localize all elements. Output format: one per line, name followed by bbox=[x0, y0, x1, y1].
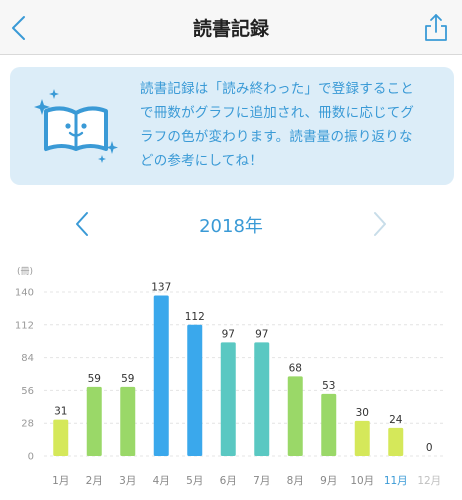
bar-11月 bbox=[388, 427, 404, 456]
data-label: 68 bbox=[289, 362, 302, 374]
data-label: 59 bbox=[88, 373, 101, 385]
info-line: どの参考にしてね！ bbox=[140, 153, 263, 169]
year-label: 2018年 bbox=[199, 216, 263, 237]
previous-year-button[interactable] bbox=[70, 209, 96, 239]
data-label: 24 bbox=[389, 414, 403, 426]
info-card: 読書記録は「読み終わった」で登録すること で冊数がグラフに追加され、冊数に応じて… bbox=[10, 67, 454, 185]
smiling-book-icon bbox=[32, 83, 124, 167]
y-tick-label: 112 bbox=[15, 320, 34, 331]
x-tick-label: 3月 bbox=[119, 475, 136, 487]
y-unit-label: (冊) bbox=[17, 266, 33, 277]
next-year-button[interactable] bbox=[366, 209, 392, 239]
x-tick-label: 9月 bbox=[320, 475, 337, 487]
data-label: 97 bbox=[222, 328, 235, 340]
info-description: 読書記録は「読み終わった」で登録すること で冊数がグラフに追加され、冊数に応じて… bbox=[140, 77, 446, 173]
bar-2月 bbox=[86, 386, 102, 456]
bar-8月 bbox=[287, 376, 303, 456]
bar-1月 bbox=[53, 419, 69, 456]
data-label: 30 bbox=[356, 407, 369, 419]
bar-4月 bbox=[153, 295, 169, 456]
year-navigator: 2018年 bbox=[0, 205, 462, 243]
y-tick-label: 28 bbox=[21, 419, 34, 430]
data-label: 0 bbox=[426, 442, 433, 454]
x-tick-label: 4月 bbox=[153, 475, 170, 487]
page-title: 読書記録 bbox=[192, 18, 269, 40]
y-tick-label: 140 bbox=[15, 288, 34, 299]
share-button[interactable] bbox=[422, 12, 450, 42]
bar-9月 bbox=[321, 393, 337, 456]
bar-3月 bbox=[120, 386, 136, 456]
navigation-bar: 読書記録 bbox=[0, 0, 462, 55]
data-label: 112 bbox=[185, 311, 205, 323]
x-tick-label: 1月 bbox=[52, 475, 69, 487]
share-icon bbox=[425, 14, 447, 41]
monthly-reading-chart: (冊) 0 28 56 84 112 140 31 1月 59 2月 59 3月 137 4月 112 5月 97… bbox=[15, 266, 446, 487]
x-tick-label: 2月 bbox=[86, 475, 103, 487]
data-label: 97 bbox=[255, 328, 268, 340]
x-tick-label: 12月 bbox=[417, 475, 441, 487]
data-label: 31 bbox=[54, 406, 67, 418]
bar-6月 bbox=[220, 342, 236, 456]
x-tick-label: 6月 bbox=[220, 475, 237, 487]
x-tick-label: 8月 bbox=[287, 475, 304, 487]
chevron-right-icon bbox=[374, 212, 386, 236]
data-label: 137 bbox=[151, 282, 171, 294]
chevron-left-icon bbox=[12, 16, 25, 40]
info-line: で冊数がグラフに追加され、冊数に応じてグ bbox=[140, 105, 415, 121]
data-label: 53 bbox=[322, 380, 335, 392]
chevron-left-icon bbox=[76, 212, 88, 236]
bar-10月 bbox=[354, 420, 370, 456]
y-tick-label: 0 bbox=[28, 452, 34, 463]
info-line: ラフの色が変わります。読書量の振り返りな bbox=[140, 129, 413, 145]
x-tick-label: 11月 bbox=[384, 475, 408, 487]
bar-7月 bbox=[254, 342, 270, 456]
bar-5月 bbox=[187, 324, 203, 456]
x-tick-label: 5月 bbox=[186, 475, 203, 487]
data-label: 59 bbox=[121, 373, 134, 385]
x-tick-label: 7月 bbox=[253, 475, 270, 487]
y-tick-label: 84 bbox=[21, 353, 34, 364]
info-line: 読書記録は「読み終わった」で登録すること bbox=[140, 81, 414, 97]
x-tick-label: 10月 bbox=[350, 475, 374, 487]
y-tick-label: 56 bbox=[21, 386, 34, 397]
back-button[interactable] bbox=[6, 12, 36, 44]
